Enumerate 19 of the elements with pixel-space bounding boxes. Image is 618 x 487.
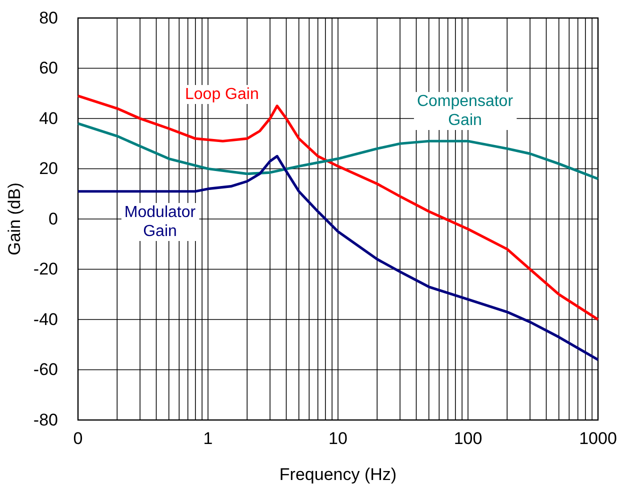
- x-tick-label: 1000: [579, 429, 617, 448]
- x-tick-label: 10: [328, 429, 348, 448]
- x-axis-title: Frequency (Hz): [279, 465, 397, 484]
- y-tick-label: 20: [39, 159, 58, 178]
- x-tick-label: 1: [203, 429, 213, 448]
- y-tick-label: -20: [33, 260, 58, 279]
- x-tick-label: 0: [73, 429, 83, 448]
- y-tick-label: 80: [39, 8, 58, 28]
- x-tick-label: 100: [454, 429, 482, 448]
- y-tick-label: -60: [33, 360, 58, 380]
- y-tick-label: 0: [48, 209, 58, 228]
- series-label: Loop Gain: [185, 86, 259, 103]
- y-tick-label: 60: [39, 58, 58, 78]
- y-tick-label: -80: [33, 410, 58, 430]
- y-tick-label: -40: [33, 310, 58, 329]
- series-label: Modulator Gain: [124, 204, 196, 240]
- y-axis-title: Gain (dB): [5, 182, 24, 256]
- series-label: Compensator Gain: [416, 93, 514, 129]
- y-tick-label: 40: [39, 108, 58, 128]
